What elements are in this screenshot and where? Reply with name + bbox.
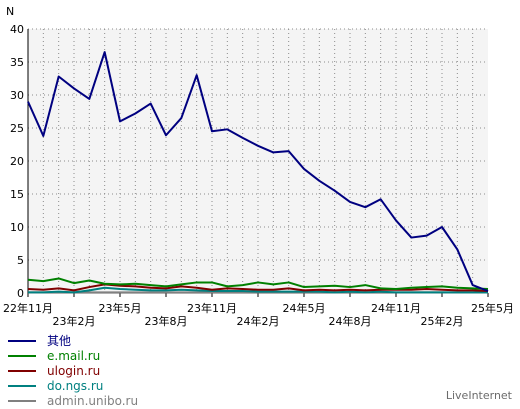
y-tick-label: 35: [10, 56, 24, 69]
x-tick-label: 25年2月: [421, 314, 464, 328]
legend-label: e.mail.ru: [47, 349, 101, 363]
y-tick-labels: 0 5 10 15 20 25 30 35 40: [10, 23, 24, 300]
y-tick-label: 25: [10, 122, 24, 135]
y-tick-label: 20: [10, 155, 24, 168]
x-tick-label: 23年8月: [145, 314, 188, 328]
legend: 其他 e.mail.ru ulogin.ru do.ngs.ru admin.unibo…: [8, 334, 208, 409]
line-chart: 0 5 10 15 20 25 30 35 40 22年11月23年2月23年5月23年8月23…: [3, 5, 514, 328]
y-tick-label: 15: [10, 188, 24, 201]
y-axis-label: N: [6, 5, 14, 18]
series-line-0: [27, 51, 489, 292]
legend-swatch: [8, 340, 36, 342]
x-tick-labels: 22年11月23年2月23年5月23年8月23年11月24年2月24年5月24年…: [3, 301, 514, 328]
x-tick-label: 23年5月: [99, 301, 142, 315]
x-tick-label: 24年2月: [237, 314, 280, 328]
y-tick-label: 10: [10, 221, 24, 234]
x-tick-label: 25年5月: [471, 301, 514, 315]
grid: [28, 28, 488, 293]
x-tick-label: 23年11月: [187, 301, 237, 315]
legend-item: do.ngs.ru: [8, 379, 208, 394]
x-tick-label: 24年5月: [283, 301, 326, 315]
legend-swatch: [8, 400, 36, 402]
y-tick-label: 30: [10, 89, 24, 102]
y-tick-label: 5: [17, 254, 24, 267]
brand-watermark: LiveInternet: [445, 389, 512, 402]
legend-item: 其他: [8, 334, 208, 349]
legend-label: 其他: [47, 334, 72, 348]
x-tick-label: 24年11月: [371, 301, 421, 315]
legend-item: e.mail.ru: [8, 349, 208, 364]
x-tick-label: 23年2月: [53, 314, 96, 328]
legend-label: do.ngs.ru: [47, 379, 104, 393]
series-line-1: [27, 277, 489, 291]
legend-label: admin.unibo.ru: [47, 394, 139, 408]
legend-item: admin.unibo.ru: [8, 394, 208, 409]
y-tick-label: 0: [17, 287, 24, 300]
series-line-3: [28, 286, 488, 294]
x-tick-label: 22年11月: [3, 301, 53, 315]
legend-swatch: [8, 385, 36, 387]
y-tick-label: 40: [10, 23, 24, 36]
legend-label: ulogin.ru: [47, 364, 101, 378]
legend-swatch: [8, 355, 36, 357]
series-lines: [27, 51, 489, 294]
x-tick-label: 24年8月: [329, 314, 372, 328]
legend-swatch: [8, 370, 36, 372]
legend-item: ulogin.ru: [8, 364, 208, 379]
